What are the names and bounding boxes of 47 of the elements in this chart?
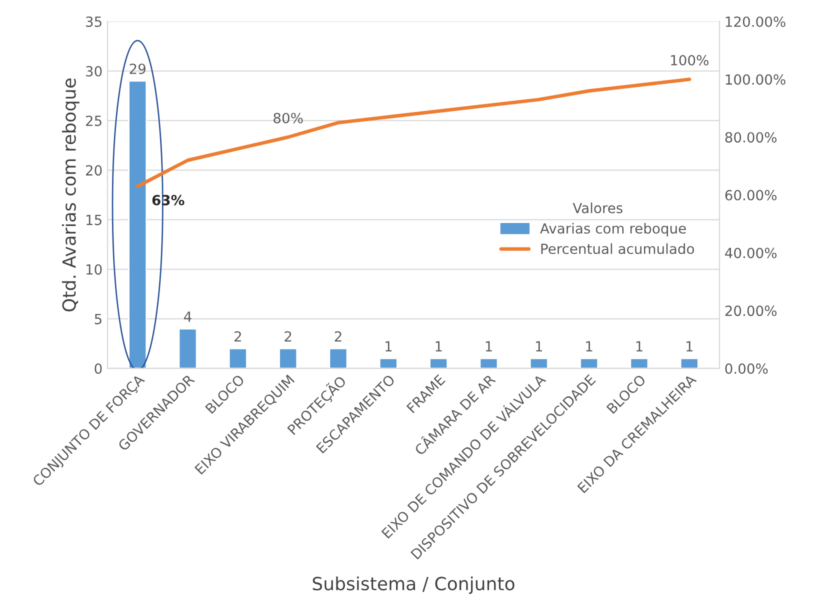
data-label: 2 <box>284 331 292 342</box>
bar <box>680 358 699 368</box>
data-label: 1 <box>586 341 592 352</box>
y2-tick-label: 60.00% <box>725 190 777 200</box>
bar <box>328 348 348 368</box>
bar <box>630 358 649 368</box>
legend-title: Valores <box>572 202 622 214</box>
bar <box>378 358 398 368</box>
line-series <box>136 78 692 188</box>
bar <box>228 348 248 368</box>
legend-label: Percentual acumulado <box>541 243 694 254</box>
y2-tick-label: 80.00% <box>725 132 777 143</box>
data-label: 2 <box>334 331 342 342</box>
y-axis-title: Qtd. Avarias com reboque <box>62 78 80 312</box>
data-label: 80% <box>274 112 303 124</box>
y2-tick-label: 40.00% <box>725 248 777 258</box>
y-tick-label: 25 <box>86 116 102 126</box>
y-tick-label: 15 <box>86 214 102 226</box>
y2-tick-label: 20.00% <box>725 306 777 316</box>
y-tick-label: 0 <box>94 363 102 374</box>
data-label: 1 <box>436 341 442 352</box>
bar <box>178 328 198 368</box>
data-label: 29 <box>130 64 146 74</box>
bar <box>128 80 148 368</box>
bar <box>278 348 298 368</box>
y-tick-label: 30 <box>86 66 102 77</box>
data-label: 100% <box>671 55 708 66</box>
data-label: 1 <box>386 341 392 352</box>
y-tick-label: 20 <box>86 165 102 176</box>
y-tick-label: 5 <box>94 314 102 324</box>
y2-tick-label: 120.00% <box>726 16 786 27</box>
y-tick-label: 35 <box>86 16 102 27</box>
y2-tick-label: 0.00% <box>725 363 768 374</box>
legend-label: Avarias com reboque <box>540 222 686 236</box>
data-label: 1 <box>636 341 642 352</box>
data-label: 1 <box>536 341 542 352</box>
y2-tick-label: 100.00% <box>726 74 786 85</box>
y-tick-label: 10 <box>86 264 102 275</box>
data-label: 1 <box>486 341 492 352</box>
bar <box>479 358 498 368</box>
bar <box>529 358 548 368</box>
bar <box>580 358 599 368</box>
bar <box>429 358 448 368</box>
data-label: 2 <box>234 331 241 342</box>
data-label: 1 <box>686 341 693 352</box>
x-axis-title: Subsistema / Conjunto <box>312 576 514 594</box>
data-label: 4 <box>184 312 192 322</box>
